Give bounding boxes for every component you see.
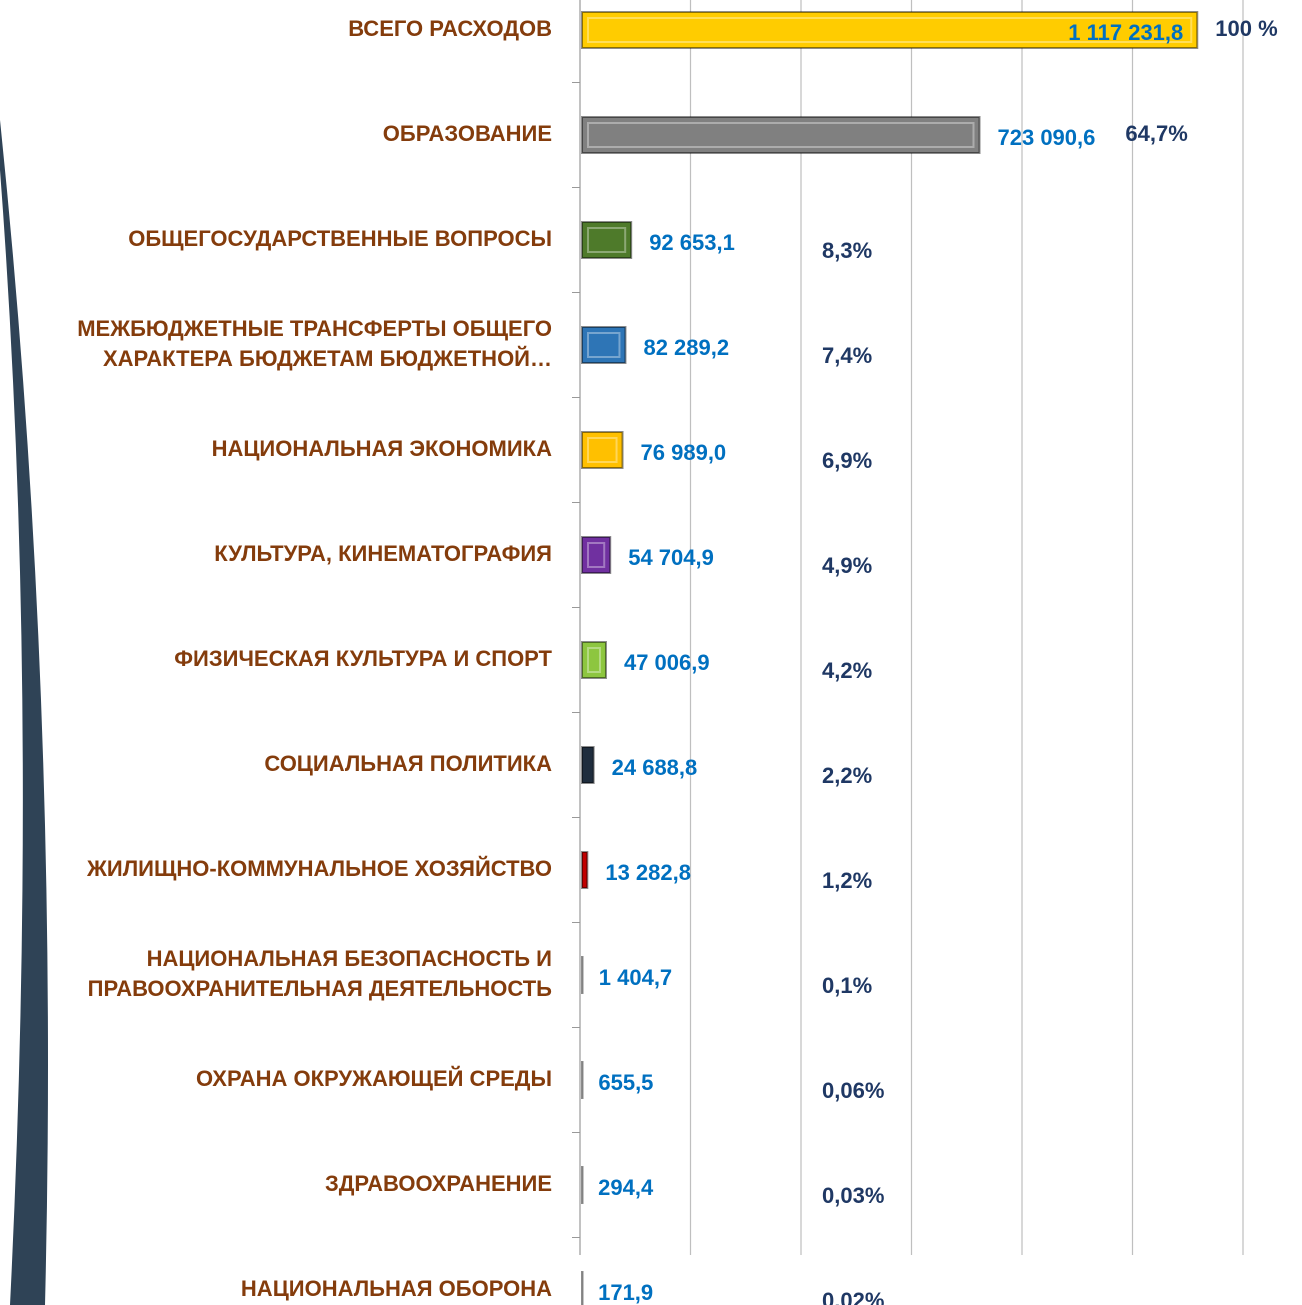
bar-bevel [587,332,621,358]
category-line: ФИЗИЧЕСКАЯ КУЛЬТУРА И СПОРТ [174,646,552,671]
category-label: СОЦИАЛЬНАЯ ПОЛИТИКА [264,751,552,776]
bar-bevel [587,542,606,568]
percent-label: 1,2% [822,868,872,893]
value-label: 54 704,9 [628,545,714,570]
value-label: 171,9 [598,1280,653,1305]
value-label: 723 090,6 [998,125,1096,150]
category-line: ОХРАНА ОКРУЖАЮЩЕЙ СРЕДЫ [196,1066,552,1091]
percent-label: 4,2% [822,658,872,683]
bar [581,746,595,784]
percent-label: 6,9% [822,448,872,473]
percent-label: 0,03% [822,1183,884,1208]
category-label: НАЦИОНАЛЬНАЯ ЭКОНОМИКА [212,436,553,461]
bar [581,1271,584,1305]
category-label: МЕЖБЮДЖЕТНЫЕ ТРАНСФЕРТЫ ОБЩЕГО ХАРАКТЕРА … [77,316,552,371]
bar-bevel [587,227,627,253]
category-line: ОБЩЕГОСУДАРСТВЕННЫЕ ВОПРОСЫ [128,226,552,251]
percent-label: 0,1% [822,973,872,998]
category-line: ОБРАЗОВАНИЕ [383,121,552,146]
bar [581,116,981,154]
category-line: ЖИЛИЩНО-КОММУНАЛЬНОЕ ХОЗЯЙСТВО [86,856,552,881]
value-label: 76 989,0 [641,440,727,465]
percent-label: 4,9% [822,553,872,578]
value-label: 294,4 [598,1175,654,1200]
percent-label: 2,2% [822,763,872,788]
category-label: ОХРАНА ОКРУЖАЮЩЕЙ СРЕДЫ [196,1066,552,1091]
category-label: ЖИЛИЩНО-КОММУНАЛЬНОЕ ХОЗЯЙСТВО [86,856,552,881]
percent-label: 0,02% [822,1288,884,1305]
bar-bevel [587,17,1193,43]
bar [581,431,624,469]
category-line: НАЦИОНАЛЬНАЯ ЭКОНОМИКА [212,436,553,461]
value-label: 1 404,7 [599,965,672,990]
value-label: 655,5 [598,1070,653,1095]
value-label: 92 653,1 [649,230,735,255]
category-label: НАЦИОНАЛЬНАЯ ОБОРОНА [241,1276,552,1301]
category-label: КУЛЬТУРА, КИНЕМАТОГРАФИЯ [214,541,552,566]
value-label: 24 688,8 [612,755,698,780]
category-label: ОБРАЗОВАНИЕ [383,121,552,146]
bar [581,1166,584,1204]
percent-label: 8,3% [822,238,872,263]
bar [581,536,612,574]
value-label: 1 117 231,8 [1068,20,1183,45]
bar-bevel [587,437,618,463]
value-label: 47 006,9 [624,650,710,675]
percent-label: 64,7% [1125,121,1187,146]
category-label: ЗДРАВООХРАНЕНИЕ [325,1171,552,1196]
category-line: ЗДРАВООХРАНЕНИЕ [325,1171,552,1196]
bar [581,326,627,364]
category-label: ОБЩЕГОСУДАРСТВЕННЫЕ ВОПРОСЫ [128,226,552,251]
category-label: ФИЗИЧЕСКАЯ КУЛЬТУРА И СПОРТ [174,646,552,671]
bar [581,1061,584,1099]
category-line: МЕЖБЮДЖЕТНЫЕ ТРАНСФЕРТЫ ОБЩЕГО [77,316,552,341]
percent-label: 0,06% [822,1078,884,1103]
bar-bevel [587,647,601,673]
value-label: 13 282,8 [605,860,691,885]
category-label: ВСЕГО РАСХОДОВ [348,16,552,41]
bar [581,851,589,889]
category-line: КУЛЬТУРА, КИНЕМАТОГРАФИЯ [214,541,552,566]
category-line: НАЦИОНАЛЬНАЯ ОБОРОНА [241,1276,552,1301]
category-label: НАЦИОНАЛЬНАЯ БЕЗОПАСНОСТЬ И ПРАВООХРАНИТЕ… [88,946,553,1001]
bar [581,11,1199,49]
bar [581,221,633,259]
side-decoration [0,120,48,1305]
category-line: НАЦИОНАЛЬНАЯ БЕЗОПАСНОСТЬ И [147,946,552,971]
bar [581,956,584,994]
percent-label: 7,4% [822,343,872,368]
category-line: ХАРАКТЕРА БЮДЖЕТАМ БЮДЖЕТНОЙ… [103,346,552,371]
bar-bevel [587,122,975,148]
category-line: СОЦИАЛЬНАЯ ПОЛИТИКА [264,751,552,776]
category-line: ПРАВООХРАНИТЕЛЬНАЯ ДЕЯТЕЛЬНОСТЬ [88,976,553,1001]
category-line: ВСЕГО РАСХОДОВ [348,16,552,41]
bar [581,641,607,679]
value-label: 82 289,2 [643,335,729,360]
percent-label: 100 % [1215,16,1277,41]
